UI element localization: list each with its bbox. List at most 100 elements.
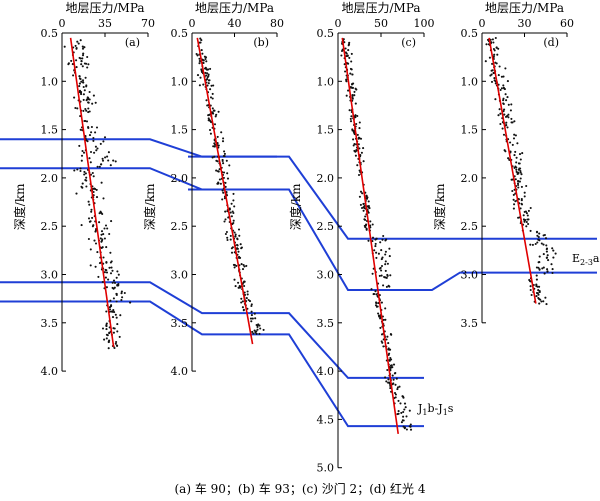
data-point [226,172,229,175]
data-point [507,103,510,106]
data-point [223,150,226,153]
data-point [365,228,368,231]
data-point [347,89,350,92]
data-point [381,341,384,344]
data-point [358,127,361,130]
data-point [384,260,387,263]
data-point [507,157,510,160]
data-point [221,189,224,192]
data-point [228,164,231,167]
data-point [540,242,543,245]
data-point [223,220,226,223]
data-point [87,63,90,66]
data-point [104,268,107,271]
data-point [105,271,109,274]
data-point [395,377,398,380]
data-point [545,244,548,247]
data-point [107,341,110,344]
data-point [103,136,107,139]
data-point [92,139,95,142]
data-point [85,120,89,123]
data-point [358,169,361,172]
data-point [211,97,214,100]
data-point [201,52,204,55]
data-point [362,202,365,205]
data-point [105,286,108,289]
boundary-line-b-c-d-2 [188,188,597,291]
data-point [365,223,368,226]
trend-line [196,37,254,345]
data-point [371,272,374,275]
data-point [93,151,96,154]
data-point [371,240,374,243]
data-point [111,269,114,272]
data-point [105,261,108,264]
data-point [101,327,105,330]
data-point [348,41,351,44]
data-point [98,221,101,224]
data-point [113,346,116,350]
data-point [87,107,90,110]
data-point [109,251,112,254]
data-point [367,206,370,209]
data-point [116,283,119,286]
panels: 地层压力/MPa 0 35 70(a) 0.5 1.0 1.5 2.0 2.5 3.0 3.5 4.0… [12,1,574,475]
data-point [85,85,88,88]
layer-label-e23a: E2-3a [572,252,600,267]
data-point [505,121,508,124]
data-point [233,266,236,269]
data-point [360,206,364,210]
data-point [79,169,82,173]
data-point [224,232,227,236]
data-point [205,60,208,63]
data-point [529,280,532,283]
data-point [373,249,376,252]
data-point [224,218,227,221]
data-point [350,86,353,89]
data-point [237,228,241,231]
data-point [409,423,412,426]
data-point [74,106,77,110]
data-point [409,425,412,428]
data-point [494,36,497,40]
data-point [538,268,541,271]
data-point [206,76,209,79]
data-point [545,250,548,253]
data-point [537,235,540,239]
data-point [380,269,383,272]
data-point [198,84,201,87]
data-point [83,89,86,92]
data-point [213,123,217,126]
data-point [344,70,347,73]
data-point [359,203,362,206]
data-point [498,108,501,111]
data-point [112,279,116,282]
data-point [358,121,361,124]
data-point [355,149,358,152]
data-point [355,122,358,126]
data-point [340,54,343,57]
data-point [501,127,504,130]
y-tick-label: 3.0 [317,269,335,282]
data-point [86,66,89,69]
data-point [392,378,395,381]
data-point [205,99,208,102]
data-point [204,56,208,59]
data-point [211,156,214,159]
data-point [236,243,239,246]
y-tick-label: 3.5 [171,317,189,330]
data-point [75,47,78,50]
data-point [206,84,209,87]
y-tick-label: 5.0 [317,462,335,475]
data-point [484,60,487,63]
data-point [94,101,97,104]
data-point [259,327,262,330]
data-point [353,115,356,118]
data-point [80,80,83,83]
data-point [507,113,510,116]
data-point [82,52,85,55]
data-point [403,426,407,429]
data-point [374,304,378,307]
data-point [249,317,253,320]
data-point [101,238,104,241]
